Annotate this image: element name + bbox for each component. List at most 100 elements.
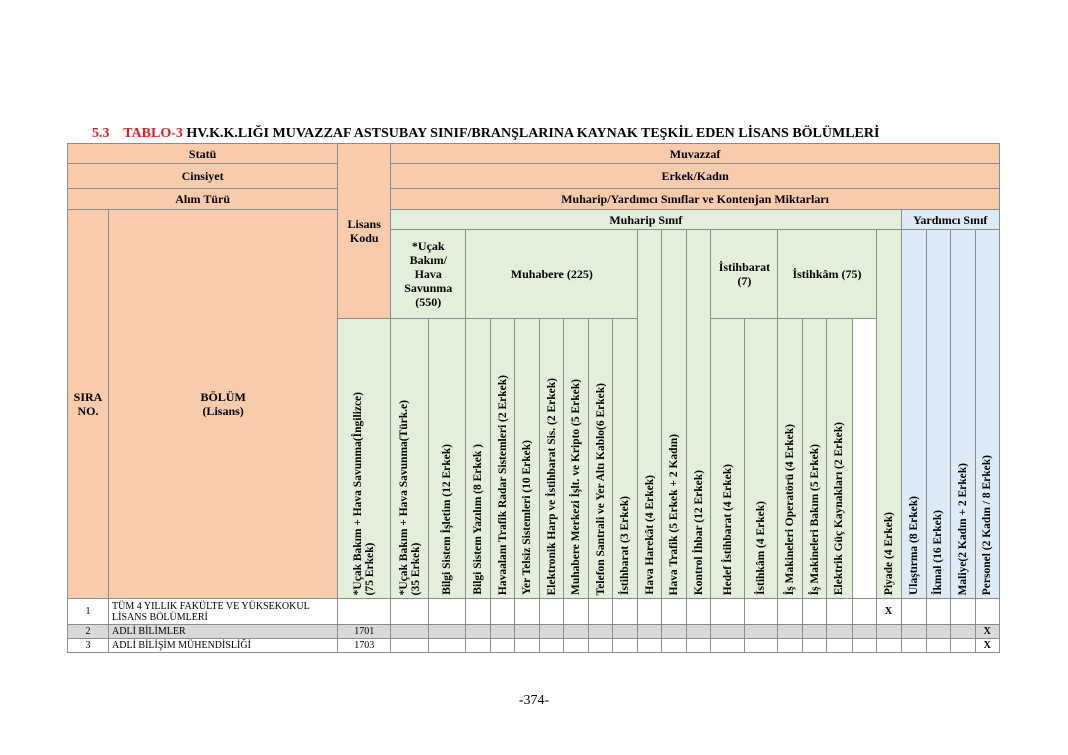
column-header-4: Bilgi Sistem Yazılım (8 Erkek )	[465, 318, 492, 599]
table-title: 5.3 TABLO-3 HV.K.K.LIĞI MUVAZZAF ASTSUBA…	[92, 126, 879, 142]
row-cell	[490, 598, 516, 625]
row-cell	[900, 598, 927, 625]
row-cell	[465, 598, 492, 625]
row-cell	[744, 638, 779, 653]
column-header-16: İş Makineleri Operatörü (4 Erkek)	[777, 318, 804, 599]
page-number: -374-	[518, 693, 550, 708]
row-cell	[710, 638, 746, 653]
group-istihbarat: İstihbarat (7)	[710, 229, 779, 319]
column-header-7: Elektronik Harp ve İstihbarat Sis. (2 Er…	[539, 318, 565, 599]
row-cell	[390, 598, 430, 625]
row-cell	[744, 624, 779, 639]
row-cell	[563, 624, 590, 639]
row-cell	[612, 638, 639, 653]
column-label: İstihbarat (3 Erkek)	[619, 495, 632, 595]
column-label: Bilgi Sistem İşletim (12 Erkek)	[441, 444, 454, 595]
row-cell	[490, 638, 516, 653]
row-department: ADLİ BİLİMLER	[108, 624, 339, 639]
cinsiyet-label: Cinsiyet	[66, 163, 339, 189]
row-cell	[390, 638, 430, 653]
alim-turu-label: Alım Türü	[66, 188, 339, 210]
yardimci-sinif-header: Yardımcı Sınıf	[900, 209, 1001, 230]
table-row: 3 ADLİ BİLİŞİM MÜHENDİSLİĞİ 1703 X	[66, 638, 1001, 653]
column-label: Piyade (4 Erkek)	[882, 511, 895, 595]
row-cell	[661, 598, 688, 625]
row-mark: X	[974, 638, 1001, 653]
row-cell	[588, 624, 614, 639]
column-header-6: Yer Telsiz Sistemleri (10 Erkek)	[514, 318, 541, 599]
row-cell	[710, 624, 746, 639]
column-label: Elektronik Harp ve İstihbarat Sis. (2 Er…	[545, 377, 558, 595]
row-cell	[514, 638, 541, 653]
row-cell	[612, 598, 639, 625]
row-cell	[875, 638, 902, 653]
row-cell	[465, 638, 492, 653]
row-cell	[686, 598, 712, 625]
statu-value: Muvazzaf	[390, 143, 1000, 164]
column-label: İstihkâm (4 Erkek)	[755, 501, 768, 595]
row-cell	[390, 624, 430, 639]
title-text: HV.K.K.LIĞI MUVAZZAF ASTSUBAY SINIF/BRAN…	[186, 126, 880, 141]
column-header-19: Piyade (4 Erkek)	[875, 229, 902, 599]
row-cell	[428, 598, 467, 625]
column-label: Kontrol İhbar (12 Erkek)	[692, 469, 705, 595]
column-label: Hava Trafik (5 Erkek + 2 Kadın)	[668, 433, 681, 595]
column-header-15: İstihkâm (4 Erkek)	[744, 318, 779, 599]
table-row: 1 TÜM 4 YILLIK FAKÜLTE VE YÜKSEKOKUL LİSA…	[66, 598, 1001, 625]
license-departments-table: Statü Lisans Kodu Muvazzaf Cinsiyet Erke…	[66, 143, 1001, 653]
row-cell	[900, 638, 927, 653]
table-row: 2 ADLİ BİLİMLER 1701 X	[66, 624, 1001, 639]
column-header-1: *Uçak Bakım + Hava Savunma(İngilizce) (7…	[337, 318, 392, 599]
row-cell	[514, 624, 541, 639]
row-mark: X	[974, 624, 1001, 639]
row-cell	[637, 598, 663, 625]
row-department: ADLİ BİLİŞİM MÜHENDİSLİĞİ	[108, 638, 339, 653]
column-header-3: Bilgi Sistem İşletim (12 Erkek)	[428, 318, 467, 599]
row-cell	[974, 598, 1001, 625]
row-cell	[802, 624, 828, 639]
statu-label: Statü	[66, 143, 339, 164]
alim-turu-value: Muharip/Yardımcı Sınıflar ve Kontenjan M…	[390, 188, 1000, 210]
row-cell	[851, 638, 877, 653]
row-cell	[949, 624, 976, 639]
row-cell	[637, 638, 663, 653]
column-header-9: Telefon Santrali ve Yer Altı Kablo(6 Erk…	[588, 318, 614, 599]
row-cell	[539, 638, 565, 653]
muharip-sinif-header: Muharip Sınıf	[390, 209, 902, 230]
bolum-header: BÖLÜM (Lisans)	[108, 209, 339, 599]
lisans-kodu-header: Lisans Kodu	[337, 143, 392, 319]
sira-no-header: SIRA NO.	[66, 209, 110, 599]
row-cell	[588, 598, 614, 625]
column-header-22: Maliye(2 Kadın + 2 Erkek)	[949, 229, 976, 599]
row-cell	[875, 624, 902, 639]
column-header-11: Hava Trafik (5 Erkek + 2 Kadın)	[661, 229, 688, 599]
row-cell	[851, 598, 877, 625]
column-label: *Uçak Bakım + Hava Savunma(Türk.e) (35 E…	[397, 399, 422, 595]
row-number: 2	[66, 624, 110, 639]
row-cell	[851, 624, 877, 639]
row-cell	[826, 624, 853, 639]
group-ucak-bakim: *Uçak Bakım/ Hava Savunma (550)	[390, 229, 467, 319]
row-cell	[661, 624, 688, 639]
row-cell	[539, 624, 565, 639]
column-label: Havaalanı Trafik Radar Sistemleri (2 Erk…	[496, 374, 509, 595]
row-cell	[777, 598, 804, 625]
column-header-17: İş Makineleri Bakım (5 Erkek)	[802, 318, 828, 599]
column-header-2: *Uçak Bakım + Hava Savunma(Türk.e) (35 E…	[390, 318, 430, 599]
row-department: TÜM 4 YILLIK FAKÜLTE VE YÜKSEKOKUL LİSAN…	[108, 598, 339, 625]
row-cell	[563, 598, 590, 625]
row-cell	[925, 624, 951, 639]
row-cell	[900, 624, 927, 639]
row-cell	[490, 624, 516, 639]
row-cell	[428, 638, 467, 653]
row-cell	[686, 624, 712, 639]
row-cell	[949, 598, 976, 625]
column-header-18: Elektrik Güç Kaynakları (2 Erkek)	[826, 318, 853, 599]
row-cell	[925, 598, 951, 625]
row-number: 3	[66, 638, 110, 653]
column-label: Muhabere Merkezi İşlt. ve Kripto (5 Erke…	[570, 378, 583, 595]
column-header-10: Hava Harekât (4 Erkek)	[637, 229, 663, 599]
row-cell	[826, 638, 853, 653]
column-header-20: Ulaştırma (8 Erkek)	[900, 229, 927, 599]
row-cell	[539, 598, 565, 625]
